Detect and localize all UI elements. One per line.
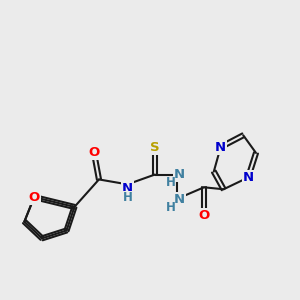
Text: N: N: [122, 182, 133, 195]
Text: O: O: [88, 146, 100, 159]
Text: O: O: [28, 190, 40, 204]
Text: O: O: [198, 209, 210, 222]
Text: H: H: [122, 191, 132, 204]
Text: N: N: [174, 168, 185, 181]
Text: N: N: [174, 193, 185, 206]
Text: H: H: [166, 176, 176, 189]
Text: S: S: [150, 141, 160, 154]
Text: N: N: [215, 141, 226, 154]
Text: H: H: [166, 201, 176, 214]
Text: N: N: [243, 171, 254, 184]
